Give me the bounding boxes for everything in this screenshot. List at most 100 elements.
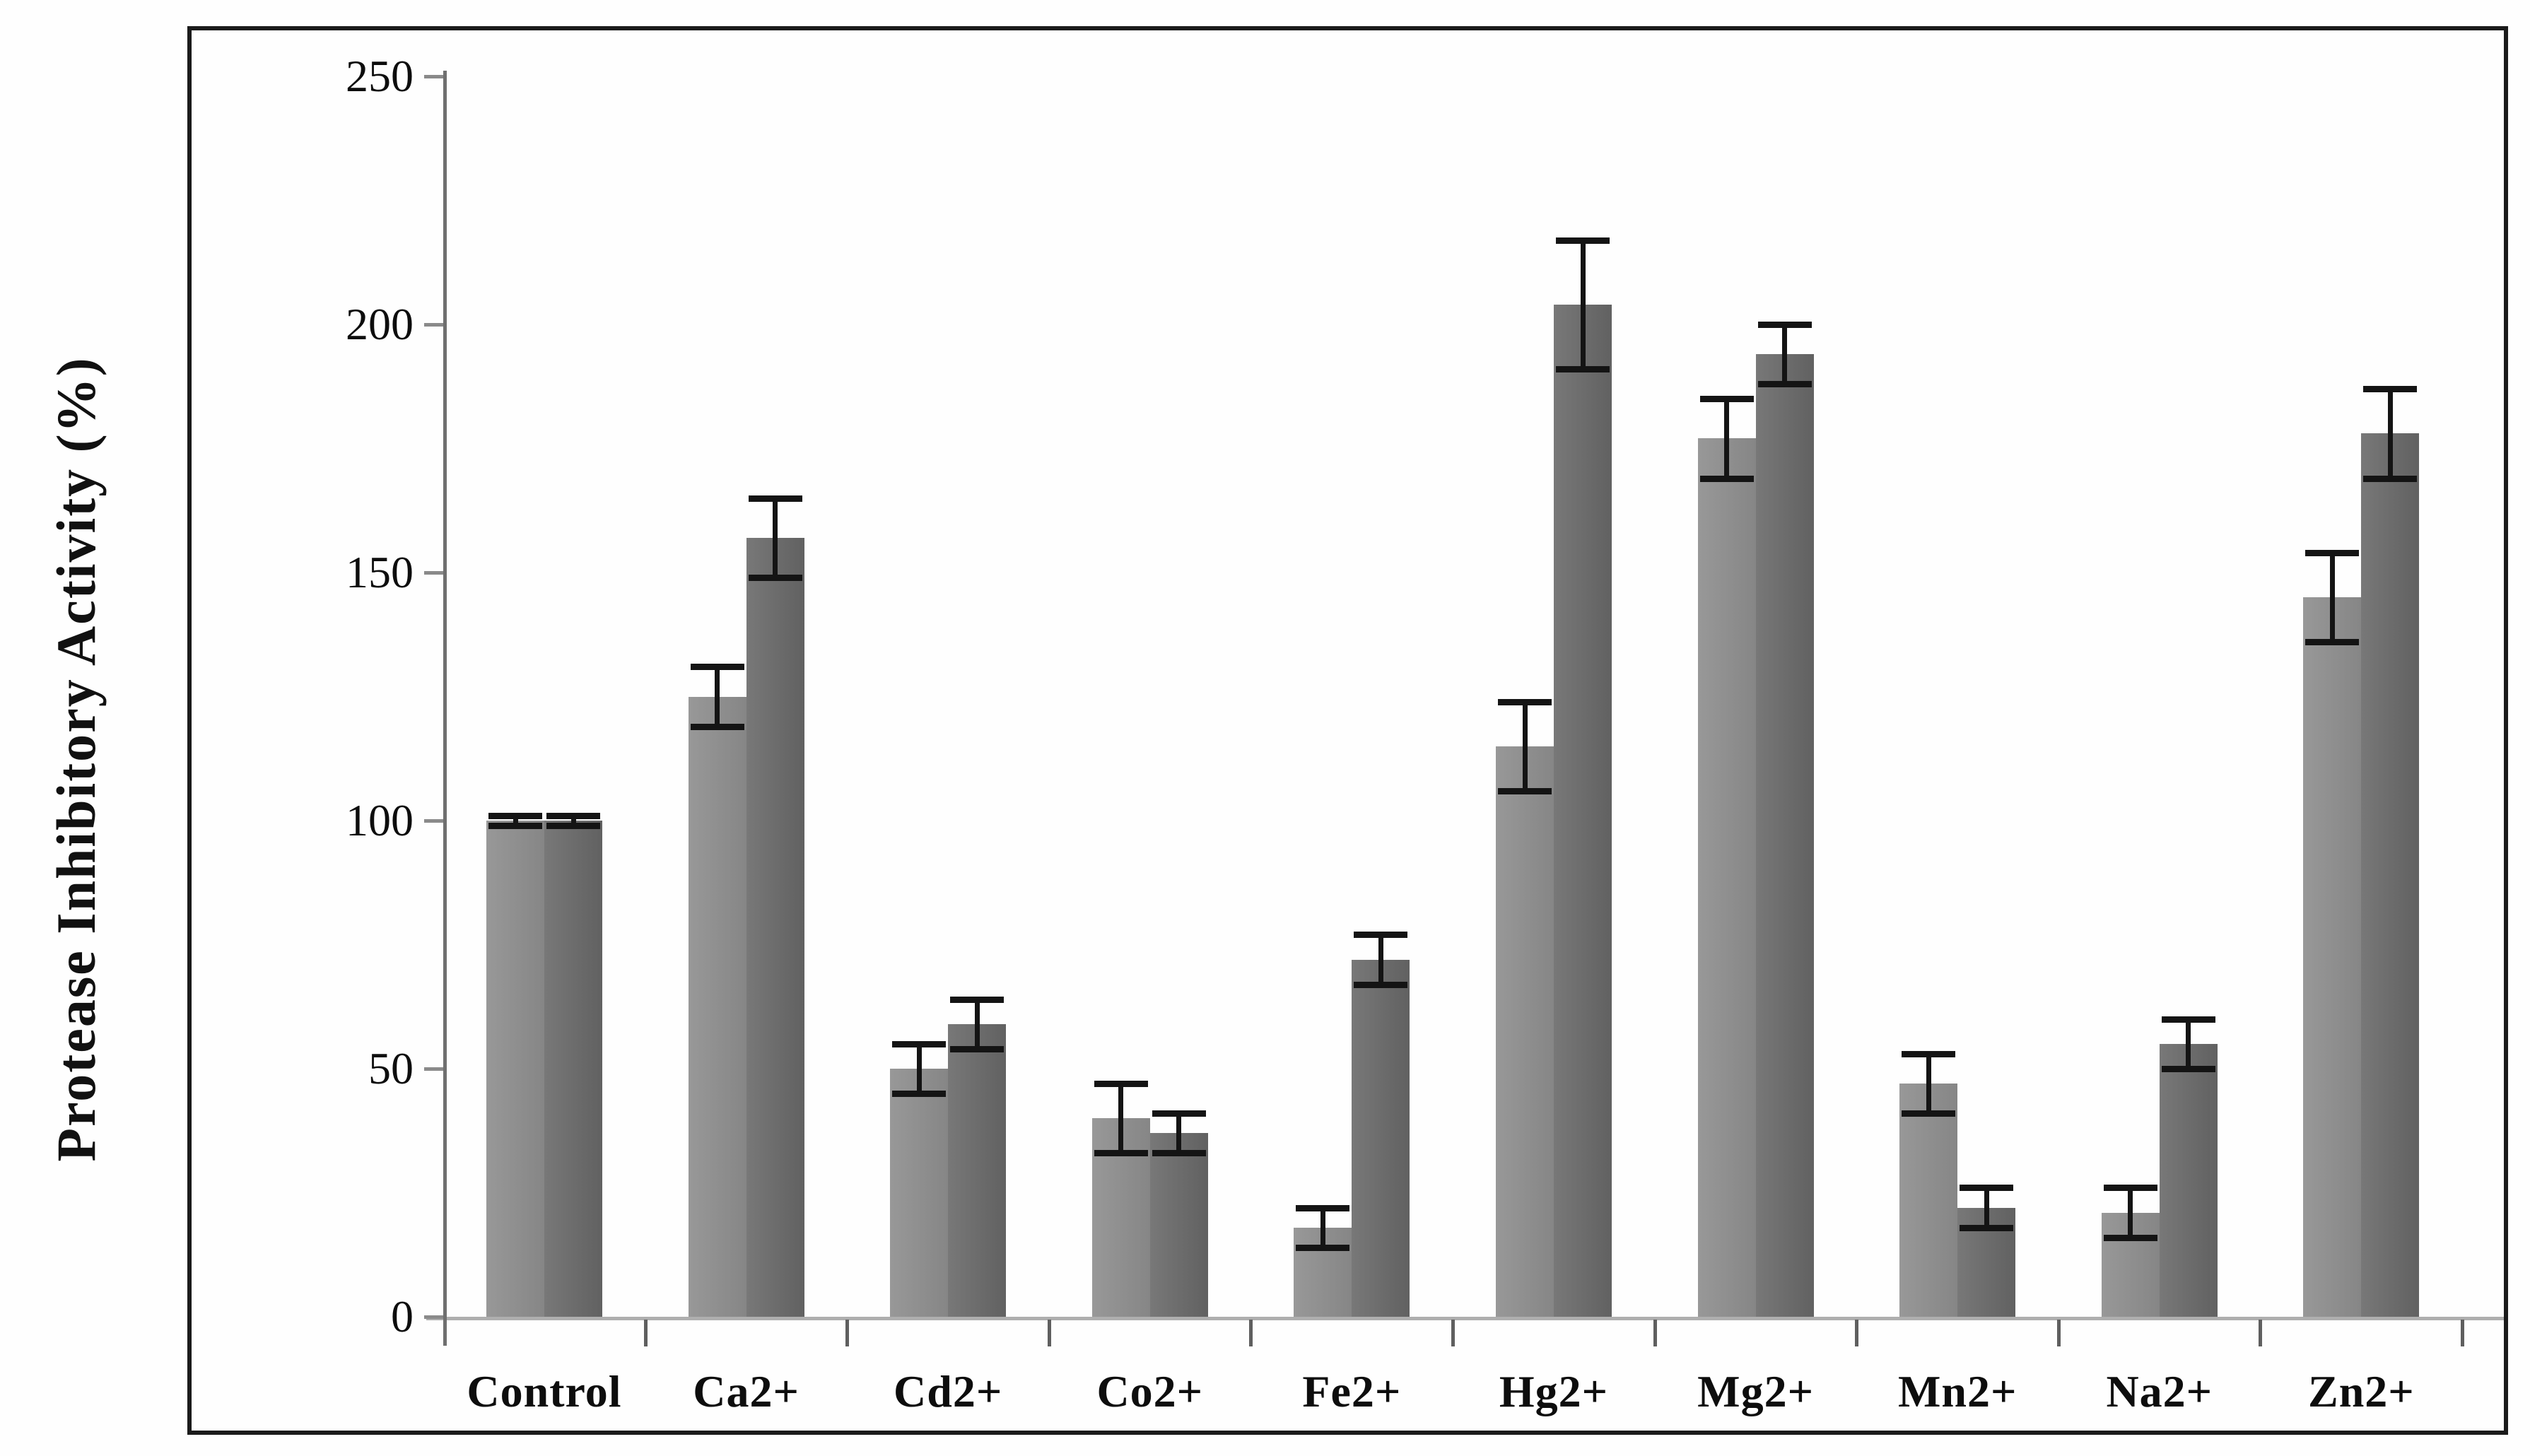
error-bar [1118, 1084, 1124, 1153]
x-category-label: Mg2+ [1697, 1366, 1815, 1416]
x-axis-tick [2056, 1320, 2061, 1346]
error-bar-cap-bottom [892, 1091, 947, 1098]
x-category-label: Zn2+ [2308, 1366, 2415, 1416]
error-bar-cap-top [2363, 386, 2418, 393]
error-bar [1176, 1113, 1182, 1153]
error-bar-cap-bottom [1757, 381, 1812, 388]
error-bar-cap-top [2103, 1185, 2157, 1192]
error-bar-cap-top [546, 812, 600, 819]
bar-dark-gray-bars-Cd2+ [948, 1023, 1007, 1317]
bar-dark-gray-bars-Fe2+ [1352, 959, 1410, 1317]
y-tick-label: 200 [346, 299, 414, 349]
error-bar-cap-bottom [1152, 1150, 1206, 1157]
x-axis-tick [1451, 1320, 1455, 1346]
x-category-label: Control [467, 1366, 622, 1416]
error-bar-cap-bottom [2363, 475, 2418, 482]
error-bar-cap-bottom [690, 723, 744, 730]
y-tick-label: 50 [368, 1043, 414, 1093]
error-bar-cap-bottom [1354, 981, 1408, 988]
error-bar-cap-bottom [1960, 1224, 2014, 1231]
error-bar [773, 498, 778, 577]
y-axis-tick [424, 1315, 443, 1319]
error-bar-cap-bottom [1498, 787, 1552, 794]
bar-dark-gray-bars-Mg2+ [1755, 354, 1814, 1317]
x-axis-tick [2259, 1320, 2263, 1346]
x-category-label: Co2+ [1096, 1366, 1204, 1416]
bar-light-gray-bars-Control [486, 821, 544, 1317]
error-bar-cap-bottom [1902, 1110, 1956, 1117]
error-bar-cap-bottom [1094, 1150, 1148, 1157]
error-bar [1522, 701, 1528, 791]
error-bar [2186, 1018, 2191, 1069]
y-tick-label: 100 [346, 795, 414, 845]
bar-dark-gray-bars-Co2+ [1149, 1133, 1208, 1317]
error-bar [1782, 324, 1788, 384]
x-category-label: Hg2+ [1499, 1366, 1609, 1416]
x-category-label: Cd2+ [894, 1366, 1003, 1416]
error-bar-cap-top [488, 812, 542, 819]
error-bar-cap-top [1699, 396, 1754, 403]
y-tick-label: 0 [391, 1291, 414, 1341]
error-bar [1320, 1207, 1325, 1247]
error-bar [1724, 399, 1730, 479]
bar-light-gray-bars-Ca2+ [688, 696, 746, 1317]
error-bar-cap-top [1556, 237, 1610, 244]
x-category-label: Fe2+ [1302, 1366, 1402, 1416]
y-axis-tick [424, 75, 443, 78]
x-axis-tick [845, 1320, 850, 1346]
y-axis-line [443, 71, 447, 1346]
x-axis-tick [1047, 1320, 1051, 1346]
error-bar-cap-top [2161, 1016, 2215, 1023]
error-bar [1378, 934, 1383, 985]
bar-light-gray-bars-Zn2+ [2303, 597, 2362, 1317]
bar-light-gray-bars-Hg2+ [1496, 746, 1554, 1317]
y-axis-tick [424, 1067, 443, 1071]
figure-border [187, 26, 2508, 1435]
bar-dark-gray-bars-Hg2+ [1554, 304, 1612, 1317]
x-axis-tick [1653, 1320, 1657, 1346]
bar-dark-gray-bars-Zn2+ [2361, 433, 2420, 1317]
bar-dark-gray-bars-Ca2+ [746, 537, 804, 1317]
error-bar-cap-top [1960, 1185, 2014, 1192]
error-bar [1984, 1187, 1989, 1228]
y-axis-tick [424, 323, 443, 327]
bar-dark-gray-bars-Control [544, 821, 602, 1317]
x-category-label: Ca2+ [693, 1366, 800, 1416]
error-bar-cap-top [1757, 322, 1812, 328]
error-bar-cap-bottom [1556, 366, 1610, 373]
error-bar-cap-bottom [2305, 639, 2360, 646]
x-axis-tick [2461, 1320, 2464, 1346]
error-bar [513, 815, 518, 826]
y-tick-label: 150 [346, 547, 414, 597]
error-bar [1926, 1053, 1931, 1114]
error-bar-cap-top [1498, 698, 1552, 705]
error-bar-cap-bottom [1699, 475, 1754, 482]
error-bar [570, 815, 576, 826]
x-category-label: Na2+ [2106, 1366, 2213, 1416]
error-bar-cap-bottom [748, 575, 802, 582]
error-bar [2387, 389, 2393, 479]
y-axis-tick [424, 819, 443, 823]
error-bar-cap-bottom [950, 1045, 1005, 1052]
error-bar-cap-top [690, 664, 744, 671]
x-category-label: Mn2+ [1897, 1366, 2017, 1416]
error-bar-cap-top [748, 495, 802, 502]
bar-light-gray-bars-Mn2+ [1899, 1084, 1958, 1317]
error-bar [715, 667, 720, 727]
error-bar [974, 999, 980, 1049]
x-axis-tick [1249, 1320, 1253, 1346]
error-bar-cap-bottom [2161, 1066, 2215, 1072]
x-axis-line [426, 1317, 2504, 1320]
error-bar-cap-top [1094, 1081, 1148, 1088]
error-bar-cap-top [1296, 1204, 1350, 1211]
error-bar [2128, 1187, 2133, 1238]
error-bar [916, 1043, 922, 1094]
x-axis-tick [643, 1320, 648, 1346]
error-bar-cap-bottom [488, 823, 542, 830]
error-bar-cap-bottom [2103, 1234, 2157, 1241]
error-bar-cap-bottom [546, 823, 600, 830]
bar-light-gray-bars-Mg2+ [1697, 438, 1756, 1317]
y-axis-tick [424, 571, 443, 575]
error-bar [1580, 240, 1586, 370]
